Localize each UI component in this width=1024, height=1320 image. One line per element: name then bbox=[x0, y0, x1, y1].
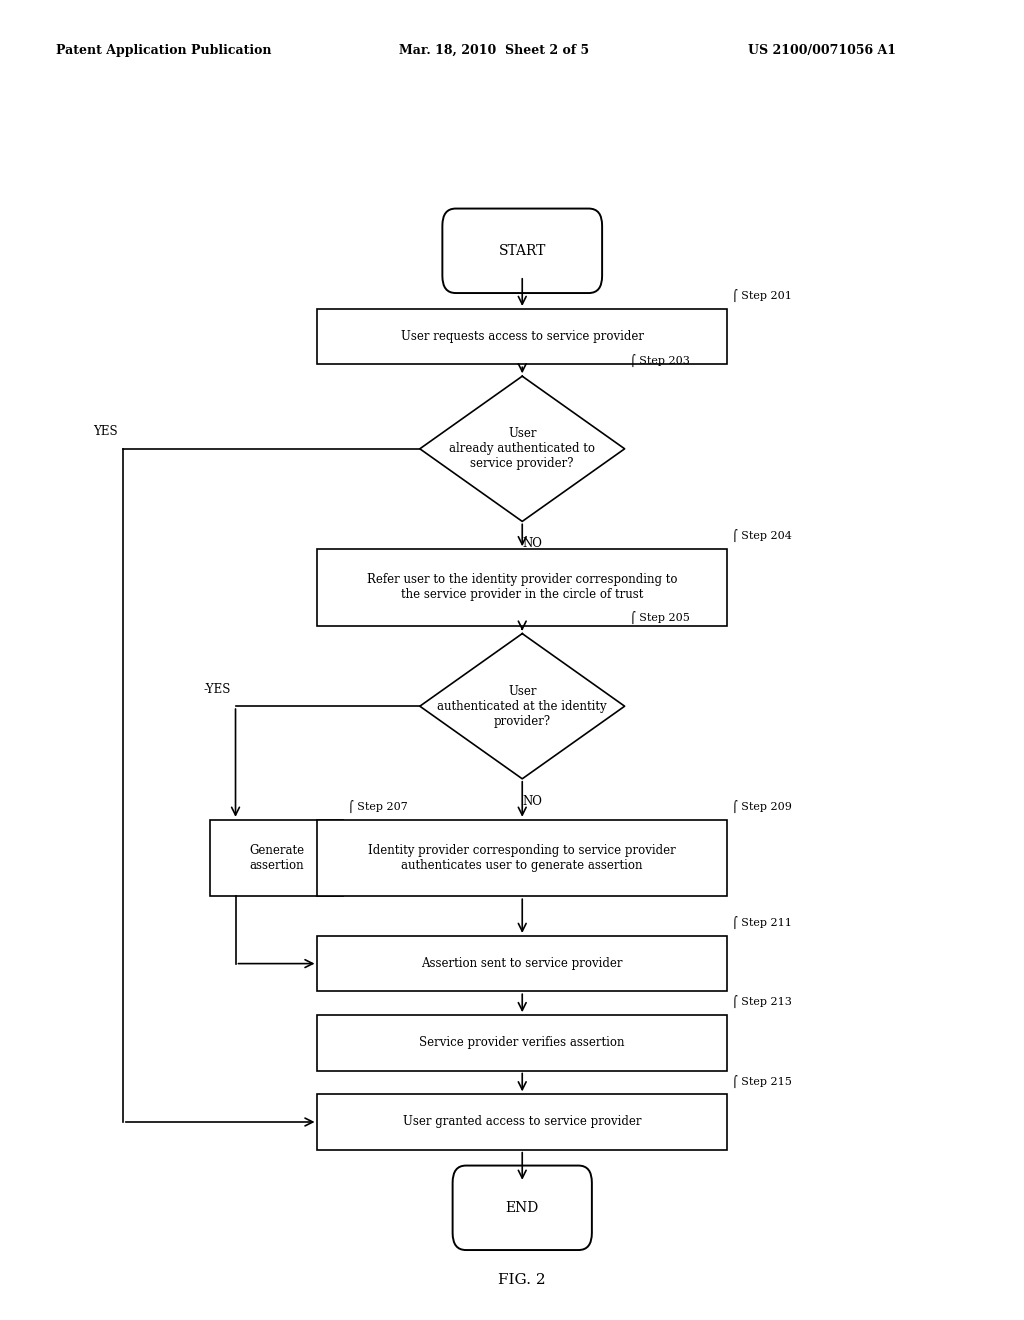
Text: ⌠ Step 204: ⌠ Step 204 bbox=[732, 529, 792, 543]
Text: Refer user to the identity provider corresponding to
the service provider in the: Refer user to the identity provider corr… bbox=[367, 573, 678, 602]
FancyBboxPatch shape bbox=[442, 209, 602, 293]
Text: YES: YES bbox=[93, 425, 118, 438]
Text: ⌠ Step 203: ⌠ Step 203 bbox=[630, 354, 689, 367]
Text: ⌠ Step 201: ⌠ Step 201 bbox=[732, 289, 792, 302]
Bar bbox=[317, 549, 727, 626]
Text: Identity provider corresponding to service provider
authenticates user to genera: Identity provider corresponding to servi… bbox=[369, 843, 676, 873]
Text: Generate
assertion: Generate assertion bbox=[249, 843, 304, 873]
Text: ⌠ Step 213: ⌠ Step 213 bbox=[732, 995, 792, 1008]
Text: User
already authenticated to
service provider?: User already authenticated to service pr… bbox=[450, 428, 595, 470]
Bar bbox=[317, 936, 727, 991]
Text: Patent Application Publication: Patent Application Publication bbox=[56, 44, 271, 57]
Text: Service provider verifies assertion: Service provider verifies assertion bbox=[420, 1036, 625, 1049]
Text: START: START bbox=[499, 244, 546, 257]
Text: ⌠ Step 209: ⌠ Step 209 bbox=[732, 800, 792, 813]
Text: END: END bbox=[506, 1201, 539, 1214]
Polygon shape bbox=[420, 376, 625, 521]
Bar bbox=[317, 309, 727, 364]
Text: User requests access to service provider: User requests access to service provider bbox=[400, 330, 644, 343]
FancyBboxPatch shape bbox=[453, 1166, 592, 1250]
Bar bbox=[317, 820, 727, 896]
Text: NO: NO bbox=[522, 795, 543, 808]
Text: Mar. 18, 2010  Sheet 2 of 5: Mar. 18, 2010 Sheet 2 of 5 bbox=[399, 44, 590, 57]
Text: -YES: -YES bbox=[203, 682, 230, 696]
Text: ⌠ Step 205: ⌠ Step 205 bbox=[630, 611, 689, 624]
Bar bbox=[317, 1094, 727, 1150]
Text: NO: NO bbox=[522, 537, 543, 550]
Text: User granted access to service provider: User granted access to service provider bbox=[403, 1115, 641, 1129]
Text: ⌠ Step 207: ⌠ Step 207 bbox=[348, 800, 408, 813]
Text: ⌠ Step 215: ⌠ Step 215 bbox=[732, 1074, 792, 1088]
Text: User
authenticated at the identity
provider?: User authenticated at the identity provi… bbox=[437, 685, 607, 727]
Bar bbox=[317, 1015, 727, 1071]
Polygon shape bbox=[420, 634, 625, 779]
Text: FIG. 2: FIG. 2 bbox=[499, 1274, 546, 1287]
Text: ⌠ Step 211: ⌠ Step 211 bbox=[732, 916, 792, 929]
Text: Assertion sent to service provider: Assertion sent to service provider bbox=[422, 957, 623, 970]
Bar bbox=[210, 820, 343, 896]
Text: US 2100/0071056 A1: US 2100/0071056 A1 bbox=[748, 44, 896, 57]
